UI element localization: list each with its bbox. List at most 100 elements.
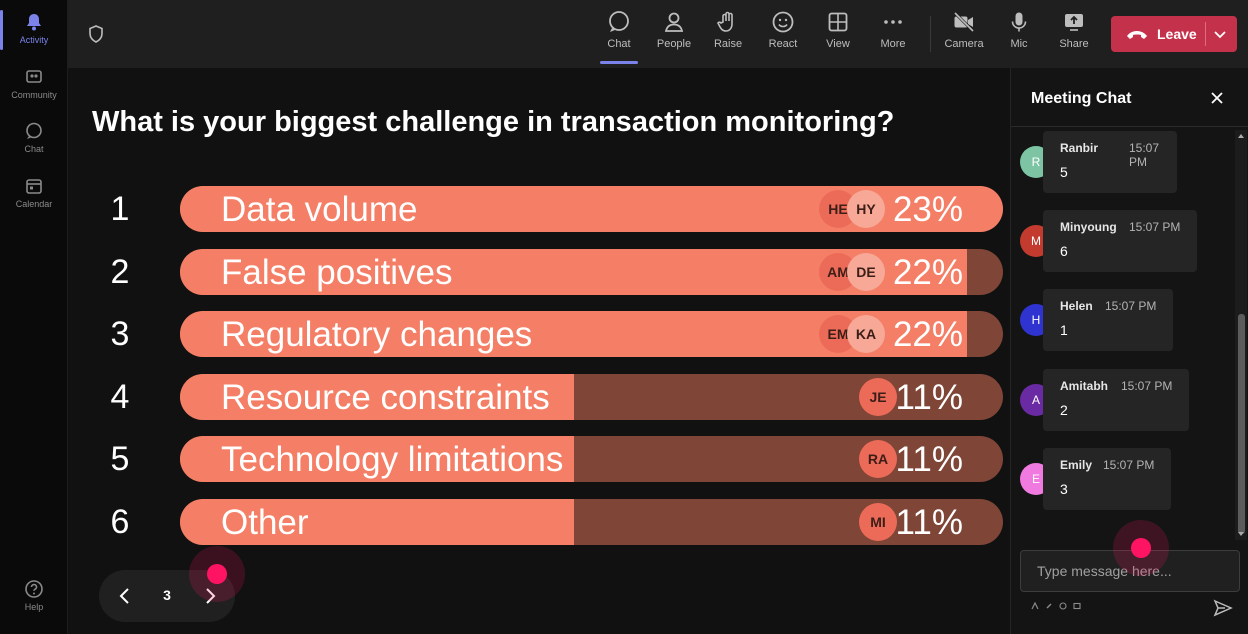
community-icon [26, 70, 42, 83]
option-bar-fill [180, 436, 574, 482]
poll-option-row: 3 Regulatory changes EM KA 22% [68, 311, 1010, 359]
toolbar-raise-label: Raise [713, 38, 743, 50]
avatar-initial: H [1031, 313, 1041, 328]
close-icon[interactable] [1209, 90, 1225, 106]
option-label: Regulatory changes [221, 315, 533, 354]
chevron-left-icon[interactable] [114, 584, 136, 608]
people-icon [664, 12, 684, 32]
leave-divider [1205, 22, 1206, 46]
scroll-up-icon[interactable] [1237, 132, 1245, 140]
gif-icon[interactable] [1073, 602, 1081, 610]
toolbar-chat-button[interactable]: Chat [592, 10, 646, 64]
meeting-toolbar: Chat People Raise React View More Camera… [68, 0, 1248, 68]
option-number: 2 [110, 252, 130, 291]
leave-button[interactable]: Leave [1111, 16, 1237, 52]
bell-icon [27, 14, 41, 31]
scroll-down-icon[interactable] [1237, 530, 1245, 538]
rail-item-label: Community [11, 90, 57, 100]
message-sender: Amitabh [1060, 378, 1108, 393]
message-text: 2 [1060, 401, 1068, 418]
toolbar-share-button[interactable]: Share [1047, 10, 1101, 50]
meeting-chat-panel: Meeting Chat R Ranbir 15:07 PM 5 M Minyoung 15… [1010, 68, 1248, 634]
mic-icon [1011, 12, 1027, 32]
voter-avatar: DE [847, 252, 885, 291]
chat-icon [609, 11, 629, 32]
voter-avatar: MI [859, 502, 897, 541]
toolbar-camera-label: Camera [944, 38, 984, 50]
rail-item-calendar[interactable]: Calendar [0, 176, 68, 209]
option-percent: 11% [895, 502, 963, 542]
message-text: 5 [1060, 164, 1068, 180]
chat-compose-box [1020, 550, 1240, 592]
toolbar-react-button[interactable]: React [756, 10, 810, 50]
message-text: 3 [1060, 480, 1068, 497]
option-number: 5 [110, 440, 130, 478]
voter-avatar: RA [859, 440, 897, 478]
scrollbar-thumb[interactable] [1238, 314, 1245, 534]
hang-up-icon [1127, 31, 1147, 39]
help-icon [25, 580, 43, 598]
option-bar: Other MI 11% [180, 498, 1003, 545]
option-bar: Data volume HE HY 23% [180, 186, 1003, 232]
chat-message: Ranbir 15:07 PM 5 [1043, 131, 1177, 193]
message-time: 15:07 PM [1129, 220, 1181, 235]
poll-option-row: 4 Resource constraints JE 11% [68, 373, 1010, 422]
avatar-initial: R [1031, 155, 1041, 169]
poll-option-row: 1 Data volume HE HY 23% [68, 186, 1010, 234]
send-icon[interactable] [1213, 599, 1233, 617]
camera-off-icon [953, 11, 975, 33]
chat-message: Helen 15:07 PM 1 [1043, 289, 1173, 352]
toolbar-people-button[interactable]: People [647, 10, 701, 50]
rail-item-activity[interactable]: Activity [0, 10, 68, 50]
avatar-initial: E [1031, 471, 1040, 486]
poll-option-row: 5 Technology limitations RA 11% [68, 436, 1010, 484]
poll-question: What is your biggest challenge in transa… [92, 106, 895, 138]
message-input[interactable] [1021, 551, 1239, 591]
grid-icon [828, 12, 848, 32]
option-percent: 11% [895, 440, 963, 479]
message-sender: Ranbir [1060, 141, 1099, 155]
option-bar: Regulatory changes EM KA 22% [180, 311, 1003, 357]
rail-item-label: Help [24, 602, 44, 612]
toolbar-raise-button[interactable]: Raise [701, 10, 755, 50]
chevron-down-icon[interactable] [1213, 27, 1227, 41]
emoji-icon[interactable] [1059, 602, 1067, 610]
pointer-indicator [1113, 520, 1169, 576]
toolbar-camera-button[interactable]: Camera [937, 10, 991, 50]
option-bar-fill [180, 498, 574, 545]
poll-option-row: 2 False positives AM DE 22% [68, 248, 1010, 297]
message-sender: Minyoung [1060, 220, 1117, 235]
option-percent: 22% [892, 315, 963, 354]
chevron-right-icon[interactable] [199, 584, 221, 608]
share-screen-icon [1065, 14, 1083, 31]
message-time: 15:07 PM [1103, 457, 1155, 472]
toolbar-mic-button[interactable]: Mic [992, 10, 1046, 50]
voter-avatar: JE [859, 377, 897, 416]
message-time: 15:07 PM [1121, 378, 1173, 393]
message-sender: Helen [1060, 299, 1093, 314]
avatar-initial: A [1031, 392, 1040, 407]
chat-message: Minyoung 15:07 PM 6 [1043, 210, 1197, 273]
chat-icon [26, 122, 42, 139]
more-icon [884, 20, 902, 24]
pointer-indicator [189, 546, 245, 602]
attach-icon[interactable] [1045, 602, 1053, 610]
rail-item-community[interactable]: Community [0, 67, 68, 100]
rail-item-help[interactable]: Help [0, 579, 68, 612]
option-number: 6 [110, 502, 130, 541]
option-percent: 23% [892, 190, 963, 229]
toolbar-view-button[interactable]: View [811, 10, 865, 50]
shield-icon[interactable] [86, 24, 106, 44]
format-icon[interactable] [1031, 602, 1039, 610]
toolbar-react-label: React [768, 38, 798, 50]
message-text: 1 [1060, 322, 1068, 339]
smiley-icon [772, 11, 794, 33]
rail-item-chat[interactable]: Chat [0, 121, 68, 154]
rail-item-label: Activity [19, 35, 49, 45]
message-time: 15:07 PM [1129, 141, 1160, 169]
chat-scrollbar[interactable] [1235, 130, 1247, 540]
toolbar-more-label: More [880, 38, 906, 50]
toolbar-more-button[interactable]: More [866, 10, 920, 50]
option-number: 1 [110, 190, 130, 228]
page-number: 3 [163, 587, 171, 603]
